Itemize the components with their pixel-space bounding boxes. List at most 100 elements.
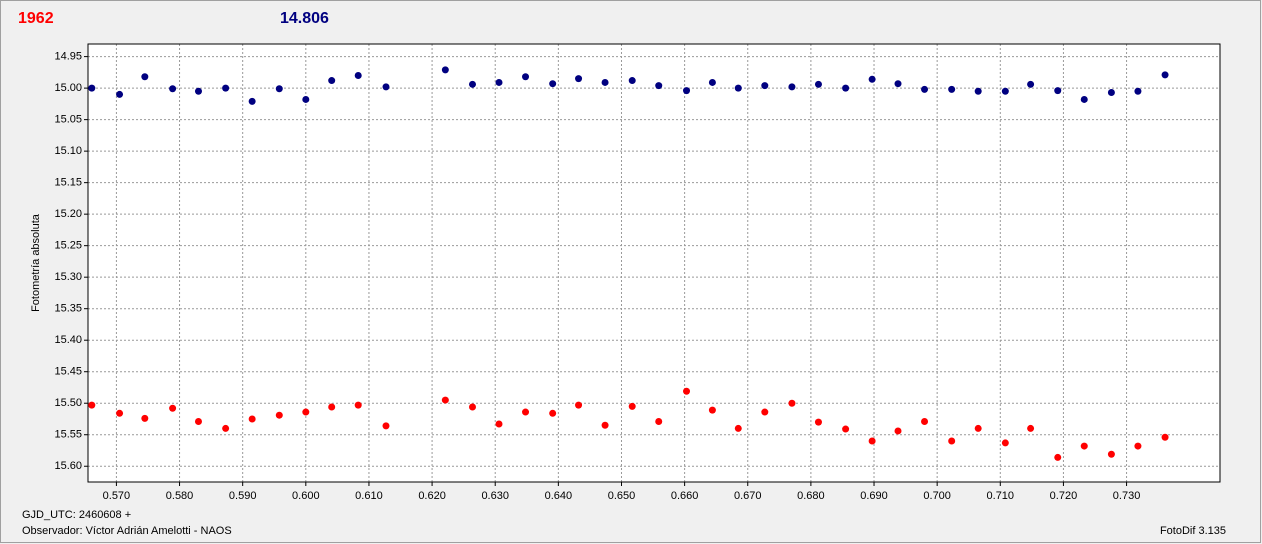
data-point — [468, 403, 476, 411]
data-point — [948, 437, 956, 445]
data-point — [248, 97, 256, 105]
data-point — [522, 408, 530, 416]
y-tick-label: 15.50 — [54, 397, 82, 409]
y-axis-label: Fotometría absoluta — [30, 213, 42, 312]
data-point — [116, 409, 124, 417]
x-tick-label: 0.710 — [987, 490, 1015, 502]
x-tick-label: 0.650 — [608, 490, 636, 502]
data-point — [194, 417, 202, 425]
data-point — [761, 82, 769, 90]
data-point — [116, 90, 124, 98]
y-tick-label: 15.40 — [54, 334, 82, 346]
data-point — [354, 401, 362, 409]
data-point — [88, 84, 96, 92]
y-tick-label: 15.20 — [54, 208, 82, 220]
y-tick-label: 14.95 — [54, 51, 82, 63]
data-point — [194, 87, 202, 95]
data-point — [683, 87, 691, 95]
data-point — [495, 420, 503, 428]
data-point — [1001, 439, 1009, 447]
data-point — [382, 83, 390, 91]
x-tick-label: 0.660 — [671, 490, 699, 502]
data-point — [894, 80, 902, 88]
data-point — [921, 417, 929, 425]
data-point — [328, 77, 336, 85]
data-point — [683, 387, 691, 395]
header-right: 14.806 — [280, 10, 329, 27]
data-point — [169, 404, 177, 412]
data-point — [302, 408, 310, 416]
data-point — [141, 73, 149, 81]
data-point — [141, 414, 149, 422]
data-point — [1161, 71, 1169, 79]
data-point — [708, 406, 716, 414]
data-point — [788, 83, 796, 91]
data-point — [628, 77, 636, 85]
data-point — [1054, 87, 1062, 95]
data-point — [655, 82, 663, 90]
x-tick-label: 0.670 — [734, 490, 762, 502]
footer-version: FotoDif 3.135 — [1160, 525, 1226, 537]
data-point — [549, 409, 557, 417]
footer-date: GJD_UTC: 2460608 + — [22, 509, 131, 521]
data-point — [222, 84, 230, 92]
data-point — [1161, 433, 1169, 441]
data-point — [1134, 87, 1142, 95]
data-point — [275, 411, 283, 419]
x-tick-label: 0.570 — [103, 490, 131, 502]
plot-border — [87, 43, 1221, 483]
x-tick-label: 0.630 — [481, 490, 509, 502]
data-point — [1080, 95, 1088, 103]
data-point — [222, 424, 230, 432]
data-point — [495, 78, 503, 86]
y-tick-label: 15.25 — [54, 240, 82, 252]
data-point — [842, 84, 850, 92]
data-point — [974, 87, 982, 95]
data-point — [468, 80, 476, 88]
x-tick-label: 0.730 — [1113, 490, 1141, 502]
data-point — [734, 84, 742, 92]
data-point — [761, 408, 769, 416]
data-point — [974, 424, 982, 432]
y-tick-label: 15.15 — [54, 177, 82, 189]
x-tick-label: 0.580 — [166, 490, 194, 502]
y-tick-label: 15.05 — [54, 114, 82, 126]
plot-area — [88, 44, 1220, 482]
data-point — [734, 424, 742, 432]
x-tick-label: 0.600 — [292, 490, 320, 502]
data-point — [842, 425, 850, 433]
data-point — [248, 415, 256, 423]
data-point — [628, 402, 636, 410]
data-point — [868, 75, 876, 83]
x-tick-label: 0.610 — [355, 490, 383, 502]
data-point — [1027, 424, 1035, 432]
x-tick-label: 0.720 — [1050, 490, 1078, 502]
y-tick-label: 15.55 — [54, 429, 82, 441]
x-tick-label: 0.620 — [418, 490, 446, 502]
data-point — [894, 427, 902, 435]
data-point — [1107, 450, 1115, 458]
x-tick-label: 0.590 — [229, 490, 257, 502]
data-point — [1001, 87, 1009, 95]
data-point — [814, 418, 822, 426]
data-point — [275, 85, 283, 93]
data-point — [1134, 442, 1142, 450]
data-point — [549, 80, 557, 88]
data-point — [354, 72, 362, 80]
data-point — [575, 401, 583, 409]
data-point — [88, 401, 96, 409]
data-point — [1027, 80, 1035, 88]
data-point — [868, 437, 876, 445]
header-left: 1962 — [18, 10, 54, 27]
data-point — [708, 78, 716, 86]
data-point — [575, 75, 583, 83]
data-point — [1054, 453, 1062, 461]
y-tick-label: 15.35 — [54, 303, 82, 315]
data-point — [1107, 89, 1115, 97]
data-point — [302, 95, 310, 103]
data-point — [382, 422, 390, 430]
y-tick-label: 15.60 — [54, 460, 82, 472]
data-point — [522, 73, 530, 81]
x-tick-label: 0.700 — [923, 490, 951, 502]
